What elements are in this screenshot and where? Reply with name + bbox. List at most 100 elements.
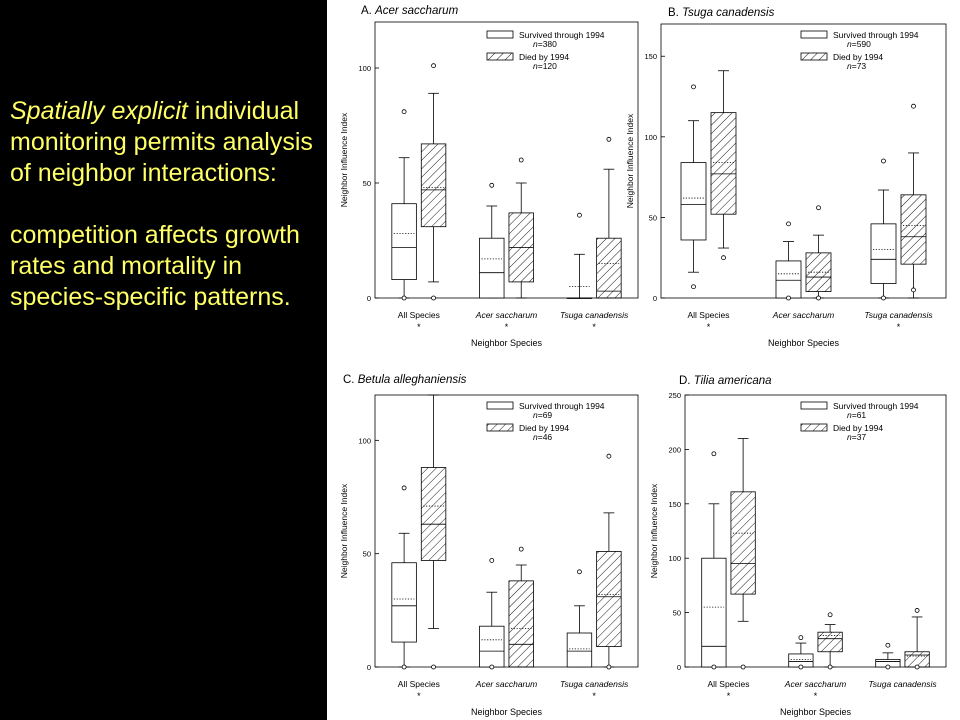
legend-n-label: n=380 xyxy=(533,39,557,49)
legend-n-label: n=61 xyxy=(847,410,866,420)
figure-panel: A. Acer saccharum 0 50 100 Neighbor Influenc… xyxy=(327,0,960,720)
outlier-point xyxy=(401,664,407,670)
outlier-point xyxy=(885,642,891,648)
outlier-point xyxy=(740,664,746,670)
died-box xyxy=(817,612,843,670)
chart-panel-1: A. Acer saccharum 0 50 100 Neighbor Influenc… xyxy=(339,5,639,348)
died-box xyxy=(596,136,622,299)
outlier-point xyxy=(431,664,436,670)
legend-n-label: n=37 xyxy=(847,432,866,442)
y-axis-label: Neighbor Influence Index xyxy=(339,483,349,578)
significance-marker: * xyxy=(417,322,421,332)
survived-box xyxy=(875,642,901,670)
x-tick-label: Tsuga canadensis xyxy=(560,310,629,320)
slide-text: Spatially explicit individual monitoring… xyxy=(10,96,325,313)
x-axis-label: Neighbor Species xyxy=(768,338,840,348)
outlier-point xyxy=(911,287,916,293)
outlier-point xyxy=(881,295,886,301)
outlier-point xyxy=(711,451,717,457)
significance-marker: * xyxy=(505,322,509,332)
iqr-box xyxy=(870,223,897,284)
x-axis-label: Neighbor Species xyxy=(471,338,543,348)
legend-label: Died by 1994 xyxy=(833,52,883,62)
outlier-point xyxy=(431,63,436,69)
iqr-box xyxy=(479,625,505,668)
survived-box xyxy=(566,569,593,668)
significance-marker: * xyxy=(897,322,901,332)
iqr-box xyxy=(775,260,802,299)
outlier-point xyxy=(431,295,436,301)
survived-box xyxy=(680,84,707,290)
y-tick-label: 0 xyxy=(653,294,657,303)
y-tick-label: 50 xyxy=(649,213,657,222)
x-tick-label: Acer saccharum xyxy=(784,679,846,689)
outlier-point xyxy=(577,212,582,218)
chart-panel-3: C. Betula alleghaniensis 0 50 100 Neighbor I… xyxy=(339,374,639,717)
survived-box xyxy=(391,485,417,670)
died-box xyxy=(420,394,447,670)
outlier-point xyxy=(606,664,612,670)
chart-title: A. Acer saccharum xyxy=(361,5,459,17)
outlier-point xyxy=(691,284,696,290)
iqr-box xyxy=(680,162,707,241)
significance-marker: * xyxy=(417,691,421,701)
outlier-point xyxy=(885,664,891,670)
survived-box xyxy=(479,558,505,670)
legend-label: Died by 1994 xyxy=(519,423,569,433)
outlier-point xyxy=(827,612,833,618)
legend-n-label: n=73 xyxy=(847,61,866,71)
outlier-point xyxy=(816,205,821,211)
chart-panel-4: D. Tilia americana 0 50 100 150 200 250 Neighbo… xyxy=(649,375,947,717)
died-box xyxy=(805,205,832,301)
chart-title: D. Tilia americana xyxy=(679,375,772,387)
outlier-point xyxy=(401,295,407,301)
outlier-point xyxy=(721,255,726,261)
intro-rest: individual monitoring permits analysis o… xyxy=(10,97,313,187)
legend-label: Survived through 1994 xyxy=(833,401,919,411)
outlier-point xyxy=(691,84,696,90)
significance-marker: * xyxy=(592,691,596,701)
y-tick-label: 150 xyxy=(644,52,657,61)
iqr-box xyxy=(391,562,417,643)
outlier-point xyxy=(401,485,407,491)
survived-box xyxy=(788,635,814,670)
iqr-box xyxy=(420,143,447,228)
outlier-point xyxy=(911,103,916,109)
survived-box xyxy=(701,451,727,670)
x-tick-label: All Species xyxy=(707,679,749,689)
x-tick-label: All Species xyxy=(398,310,440,320)
plot-frame xyxy=(684,394,947,668)
outlier-point xyxy=(798,635,804,641)
outlier-point xyxy=(786,295,791,301)
x-tick-label: Acer saccharum xyxy=(475,679,537,689)
iqr-box xyxy=(710,112,737,215)
y-tick-label: 50 xyxy=(363,550,371,559)
iqr-box xyxy=(391,203,417,280)
outlier-point xyxy=(577,569,582,575)
outlier-point xyxy=(711,664,717,670)
legend-swatch-died xyxy=(800,52,828,61)
conclusion-paragraph: competition affects growth rates and mor… xyxy=(10,221,300,311)
iqr-box xyxy=(805,252,832,292)
legend-swatch-died xyxy=(800,423,828,432)
survived-box xyxy=(479,182,505,299)
outlier-point xyxy=(881,158,886,164)
died-box xyxy=(730,438,756,670)
legend-n-label: n=590 xyxy=(847,39,871,49)
legend-swatch-survived xyxy=(486,401,514,410)
x-tick-label: Tsuga canadensis xyxy=(868,679,937,689)
y-tick-label: 0 xyxy=(677,663,681,672)
iqr-box xyxy=(817,631,843,653)
y-tick-label: 50 xyxy=(673,609,681,618)
iqr-box xyxy=(730,491,756,595)
legend-swatch-survived xyxy=(486,30,514,39)
boxplot-figure: A. Acer saccharum 0 50 100 Neighbor Influenc… xyxy=(339,5,947,717)
outlier-point xyxy=(798,664,804,670)
survived-box xyxy=(775,221,802,301)
legend-label: Survived through 1994 xyxy=(833,30,919,40)
chart-title: B. Tsuga canadensis xyxy=(668,7,775,19)
legend-n-label: n=69 xyxy=(533,410,552,420)
iqr-box xyxy=(900,194,927,265)
